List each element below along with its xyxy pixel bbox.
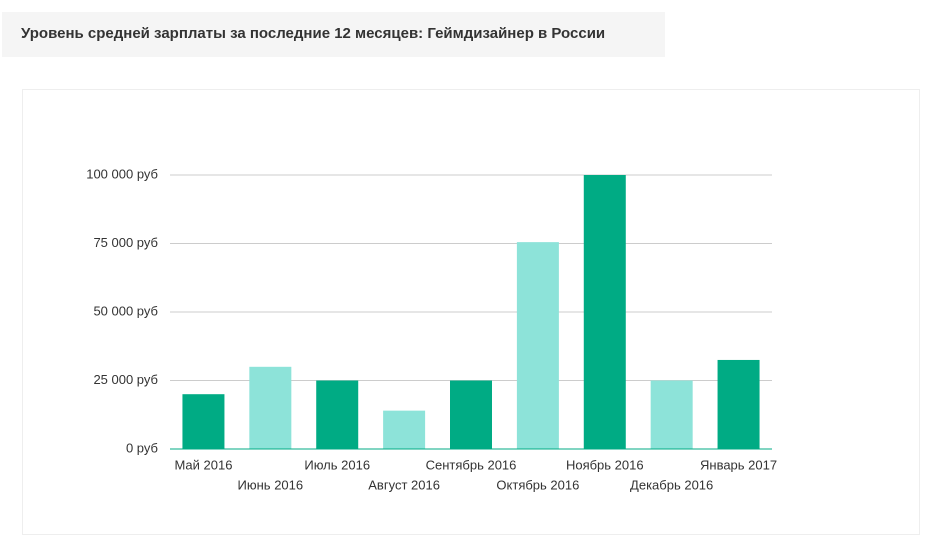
bar	[583, 175, 626, 449]
bar	[383, 410, 426, 449]
x-tick-label: Май 2016	[174, 457, 232, 472]
bar	[650, 380, 693, 449]
bar	[516, 242, 559, 449]
bar	[249, 366, 292, 449]
bar	[316, 380, 359, 449]
bar	[717, 359, 760, 449]
x-tick-label: Июнь 2016	[238, 477, 304, 492]
x-tick-label: Декабрь 2016	[630, 477, 713, 492]
x-tick-label: Июль 2016	[304, 457, 370, 472]
x-tick-label: Август 2016	[368, 477, 440, 492]
chart-title: Уровень средней зарплаты за последние 12…	[21, 25, 606, 42]
y-tick-label: 0 руб	[126, 440, 158, 455]
bar	[450, 380, 492, 449]
x-tick-label: Ноябрь 2016	[566, 457, 644, 472]
bar	[182, 394, 225, 449]
y-tick-label: 100 000 руб	[86, 166, 158, 181]
x-tick-label: Октябрь 2016	[496, 477, 579, 492]
x-tick-label: Сентябрь 2016	[426, 457, 517, 472]
x-tick-label: Январь 2017	[700, 457, 777, 472]
y-tick-label: 25 000 руб	[93, 372, 158, 387]
header: Уровень средней зарплаты за последние 12…	[2, 12, 665, 57]
y-tick-label: 50 000 руб	[93, 303, 158, 318]
chart-panel	[22, 89, 920, 535]
y-tick-label: 75 000 руб	[93, 235, 158, 250]
